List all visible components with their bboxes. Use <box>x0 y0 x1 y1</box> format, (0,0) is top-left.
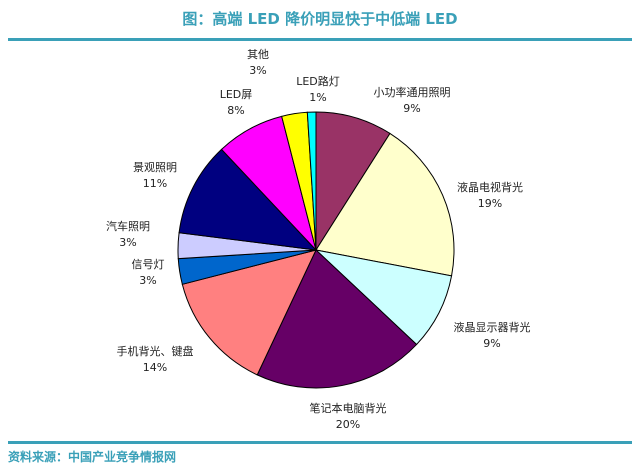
slice-label: LED屏 <box>220 88 253 101</box>
slice-percent-label: 11% <box>143 177 167 190</box>
slice-label: 液晶电视背光 <box>457 180 523 194</box>
slice-label: 其他 <box>247 48 269 61</box>
pie-slice <box>178 148 318 251</box>
slice-percent-label: 1% <box>309 91 326 104</box>
pie-slices <box>177 111 455 389</box>
chart-title: 图：高端 LED 降价明显快于中低端 LED <box>182 10 458 28</box>
slice-label: 手机背光、键盘 <box>117 344 194 358</box>
pie-slice <box>256 249 418 389</box>
pie-slice <box>306 111 317 251</box>
slice-percent-label: 3% <box>249 64 266 77</box>
slice-percent-label: 3% <box>119 236 136 249</box>
slice-label: LED路灯 <box>296 75 340 88</box>
slice-percent-label: 9% <box>483 337 500 350</box>
pie-slice <box>315 132 455 277</box>
pie-chart: 小功率通用照明 9% 液晶电视背光 19% 液晶显示器背光 9% 笔记本电脑背光 20% 手机背… <box>106 48 531 431</box>
top-divider <box>8 38 632 41</box>
slice-label: 汽车照明 <box>106 219 150 233</box>
bottom-divider <box>8 441 632 444</box>
slice-percent-label: 3% <box>139 274 156 287</box>
pie-labels: 小功率通用照明 9% 液晶电视背光 19% 液晶显示器背光 9% 笔记本电脑背光 20% 手机背… <box>106 48 531 431</box>
slice-percent-label: 9% <box>403 102 420 115</box>
pie-slice <box>181 249 317 376</box>
slice-percent-label: 14% <box>143 361 167 374</box>
slice-label: 景观照明 <box>133 161 177 174</box>
slice-percent-label: 19% <box>478 197 502 210</box>
slice-label: 液晶显示器背光 <box>454 320 531 334</box>
slice-label: 笔记本电脑背光 <box>310 401 387 415</box>
slice-percent-label: 8% <box>227 104 244 117</box>
slice-label: 小功率通用照明 <box>374 85 451 99</box>
slice-percent-label: 20% <box>336 418 360 431</box>
source-note: 资料来源：中国产业竞争情报网 <box>8 450 177 464</box>
slice-label: 信号灯 <box>132 258 165 271</box>
